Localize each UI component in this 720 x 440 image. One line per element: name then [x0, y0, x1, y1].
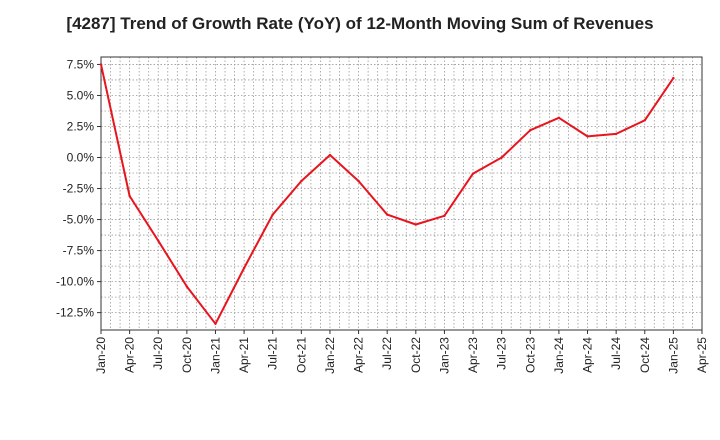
x-tick-label: Jul-20 — [151, 337, 165, 370]
y-tick-label: 5.0% — [67, 88, 95, 102]
data-point — [300, 179, 303, 183]
x-tick-label: Oct-21 — [294, 337, 308, 373]
data-point — [672, 76, 675, 80]
y-tick-label: 2.5% — [67, 119, 95, 133]
x-tick-label: Jul-22 — [380, 337, 394, 370]
x-tick-label: Oct-20 — [180, 337, 194, 373]
data-point — [328, 153, 332, 157]
x-tick-label: Jan-23 — [437, 337, 451, 374]
x-tick-label: Jan-22 — [323, 337, 337, 374]
y-tick-label: -5.0% — [63, 213, 95, 227]
x-tick-label: Jul-24 — [609, 337, 623, 370]
data-point — [214, 322, 217, 325]
data-point — [385, 213, 389, 216]
chart-title: [4287] Trend of Growth Rate (YoY) of 12-… — [66, 14, 654, 33]
x-tick-label: Apr-21 — [237, 337, 251, 373]
x-tick-label: Jan-25 — [666, 337, 680, 374]
data-point — [586, 135, 589, 138]
x-tick-label: Jul-23 — [495, 337, 509, 370]
y-tick-label: -2.5% — [63, 182, 95, 196]
data-point — [614, 132, 618, 136]
x-tick-label: Jan-20 — [94, 337, 108, 374]
data-point — [271, 213, 274, 216]
data-point — [443, 214, 446, 218]
data-point — [500, 156, 503, 159]
x-tick-label: Jan-21 — [208, 337, 222, 374]
y-tick-label: 7.5% — [67, 57, 95, 71]
data-point — [157, 239, 160, 242]
data-point — [99, 63, 103, 66]
x-tick-label: Oct-22 — [409, 337, 423, 373]
plot-frame — [100, 56, 703, 331]
x-tick-label: Jan-24 — [552, 337, 566, 374]
y-tick-label: -7.5% — [63, 244, 95, 258]
x-tick-label: Apr-24 — [581, 337, 595, 373]
x-tick-label: Apr-22 — [352, 337, 366, 373]
data-point — [414, 223, 418, 226]
x-tick-label: Apr-23 — [466, 337, 480, 373]
data-point — [357, 179, 360, 183]
data-point — [185, 285, 189, 288]
x-tick-label: Oct-23 — [523, 337, 537, 373]
y-tick-label: 0.0% — [67, 151, 95, 165]
data-point — [128, 194, 131, 198]
x-tick-label: Oct-24 — [638, 337, 652, 373]
x-tick-label: Apr-20 — [123, 337, 137, 373]
data-point — [471, 172, 475, 175]
x-tick-label: Jul-21 — [266, 337, 280, 370]
data-point — [557, 116, 561, 120]
y-tick-label: -10.0% — [56, 275, 94, 289]
y-tick-label: -12.5% — [56, 306, 94, 320]
x-tick-label: Apr-25 — [695, 337, 709, 373]
data-point — [643, 119, 646, 122]
data-point — [529, 129, 532, 132]
data-point — [242, 266, 246, 270]
